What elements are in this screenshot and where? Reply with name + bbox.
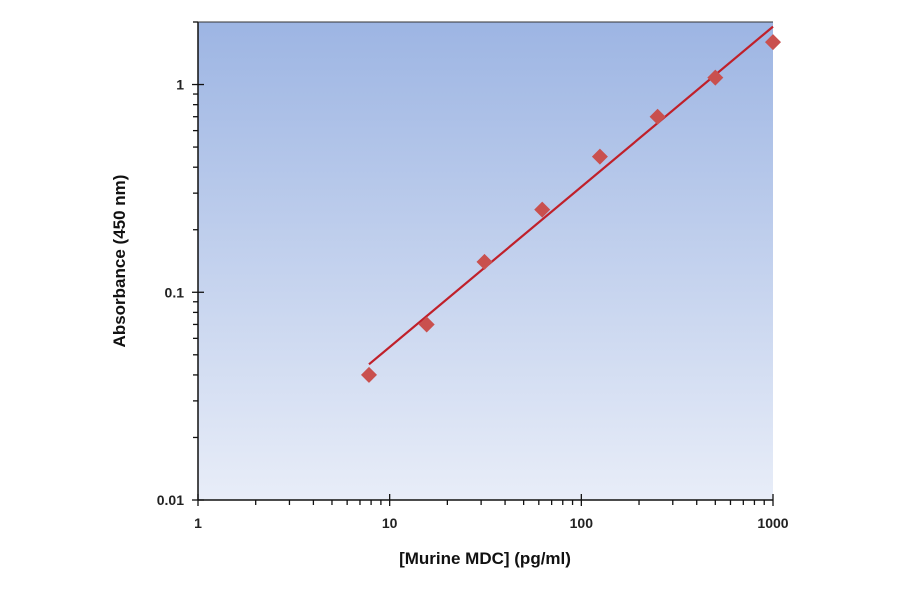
x-tick-label: 1 [194, 515, 202, 531]
data-point [649, 108, 666, 125]
data-point [418, 316, 435, 333]
x-tick-label: 100 [570, 515, 594, 531]
data-point [476, 253, 493, 270]
x-tick-label: 1000 [757, 515, 788, 531]
x-tick-label: 10 [382, 515, 398, 531]
y-tick-label: 1 [176, 77, 184, 93]
fit-line [368, 25, 774, 366]
y-tick-label: 0.1 [165, 284, 185, 300]
y-tick-label: 0.01 [157, 492, 184, 508]
data-point [707, 69, 724, 86]
data-point [534, 201, 551, 218]
data-point [765, 34, 781, 51]
y-axis-label: Absorbance (450 nm) [110, 175, 129, 348]
x-axis-label: [Murine MDC] (pg/ml) [399, 549, 571, 568]
data-point [591, 148, 608, 165]
data-point [360, 366, 377, 383]
